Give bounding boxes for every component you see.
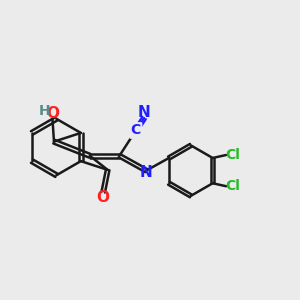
Text: Cl: Cl [225, 179, 240, 193]
Text: C: C [131, 124, 141, 137]
Text: N: N [140, 165, 153, 180]
Text: O: O [46, 106, 59, 122]
Text: Cl: Cl [225, 148, 240, 162]
Text: O: O [97, 190, 110, 205]
Text: N: N [138, 105, 151, 120]
Text: H: H [38, 104, 50, 118]
